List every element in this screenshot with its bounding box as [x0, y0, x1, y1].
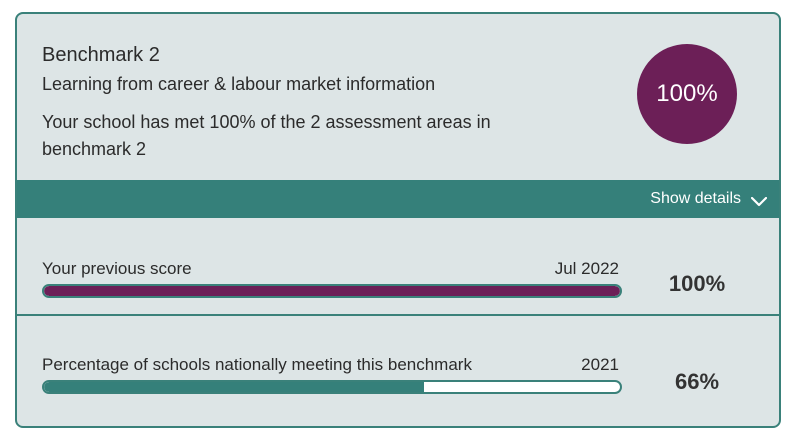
previous-score-progress-bar — [42, 284, 622, 298]
previous-score-progress-fill — [44, 286, 620, 296]
benchmark-score-value: 100% — [656, 80, 718, 107]
show-details-label: Show details — [650, 190, 741, 207]
national-benchmark-date: 2021 — [581, 355, 619, 374]
national-benchmark-progress-fill — [44, 382, 425, 392]
details-bar: Show details — [17, 180, 779, 218]
chevron-down-icon — [750, 194, 768, 207]
show-details-button[interactable]: Show details — [650, 180, 768, 218]
previous-score-value: 100% — [668, 271, 726, 296]
benchmark-score-badge: 100% — [637, 44, 737, 144]
previous-score-date: Jul 2022 — [554, 259, 619, 278]
national-benchmark-value: 66% — [674, 369, 720, 394]
benchmark-summary: Your school has met 100% of the 2 assess… — [42, 112, 491, 159]
benchmark-title: Benchmark 2 — [42, 44, 160, 66]
national-benchmark-progress-bar — [42, 380, 622, 394]
benchmark-header: Benchmark 2 Learning from career & labou… — [17, 14, 779, 180]
previous-score-label: Your previous score — [42, 259, 192, 278]
national-benchmark-row: Percentage of schools nationally meeting… — [17, 314, 779, 412]
previous-score-row: Your previous score Jul 2022 100% — [17, 218, 779, 314]
national-benchmark-label: Percentage of schools nationally meeting… — [42, 355, 472, 374]
benchmark-subtitle: Learning from career & labour market inf… — [42, 74, 436, 94]
benchmark-card: Benchmark 2 Learning from career & labou… — [15, 12, 781, 428]
